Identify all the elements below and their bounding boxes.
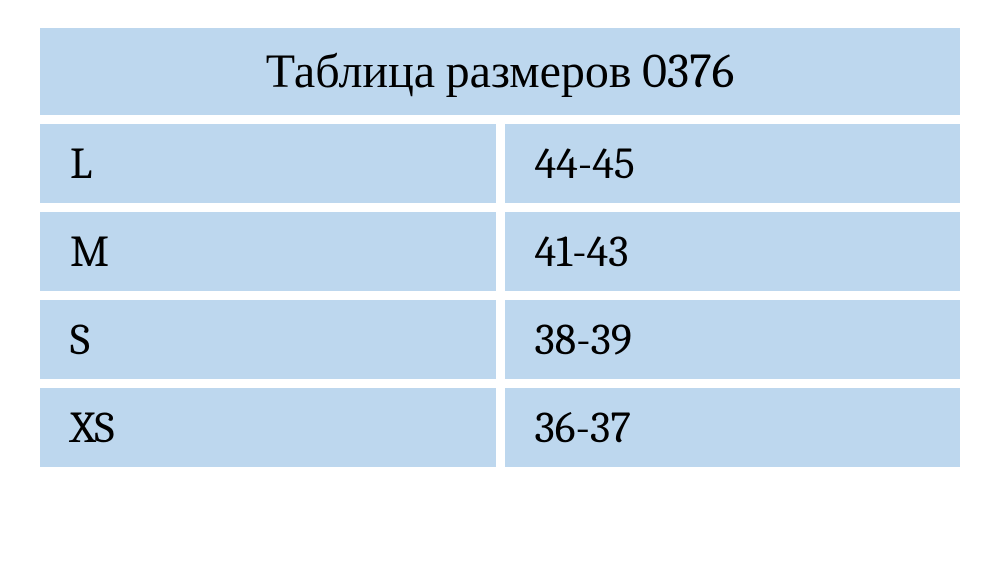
size-range-cell: 41-43 [505,212,961,291]
size-label-cell: XS [40,388,496,467]
table-row: S 38-39 [40,300,960,379]
size-label-cell: L [40,124,496,203]
table-row: XS 36-37 [40,388,960,467]
table-row: M 41-43 [40,212,960,291]
size-range-cell: 36-37 [505,388,961,467]
size-label-cell: S [40,300,496,379]
size-table: Таблица размеров 0376 L 44-45 M 41-43 S … [40,28,960,467]
table-title: Таблица размеров 0376 [40,28,960,115]
size-range-cell: 38-39 [505,300,961,379]
size-label-cell: M [40,212,496,291]
size-range-cell: 44-45 [505,124,961,203]
table-row: L 44-45 [40,124,960,203]
